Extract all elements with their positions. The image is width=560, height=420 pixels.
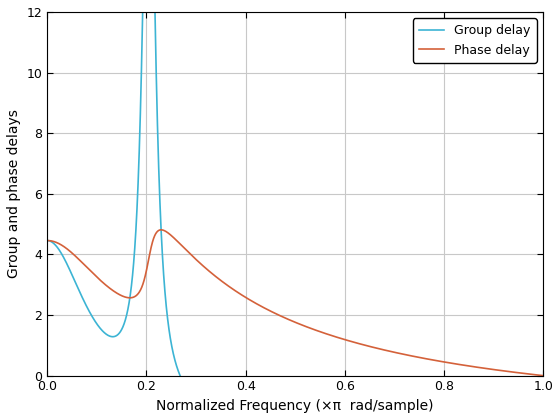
Line: Phase delay: Phase delay (47, 230, 543, 375)
Phase delay (381, 348, 388, 353)
Phase delay (260, 305, 267, 310)
Phase delay (540, 373, 547, 378)
Phase delay (142, 271, 149, 276)
Phase delay (158, 227, 165, 232)
Y-axis label: Group and phase delays: Group and phase delays (7, 109, 21, 278)
Group delay (260, 419, 267, 420)
Phase delay (114, 291, 120, 296)
Phase delay (293, 320, 300, 326)
Phase delay (255, 302, 262, 307)
Legend: Group delay, Phase delay: Group delay, Phase delay (413, 18, 537, 63)
Group delay (114, 333, 120, 338)
X-axis label: Normalized Frequency (×π  rad/sample): Normalized Frequency (×π rad/sample) (156, 399, 434, 413)
Group delay (255, 418, 262, 420)
Line: Group delay: Group delay (47, 0, 543, 420)
Phase delay (44, 238, 50, 243)
Group delay (44, 238, 50, 243)
